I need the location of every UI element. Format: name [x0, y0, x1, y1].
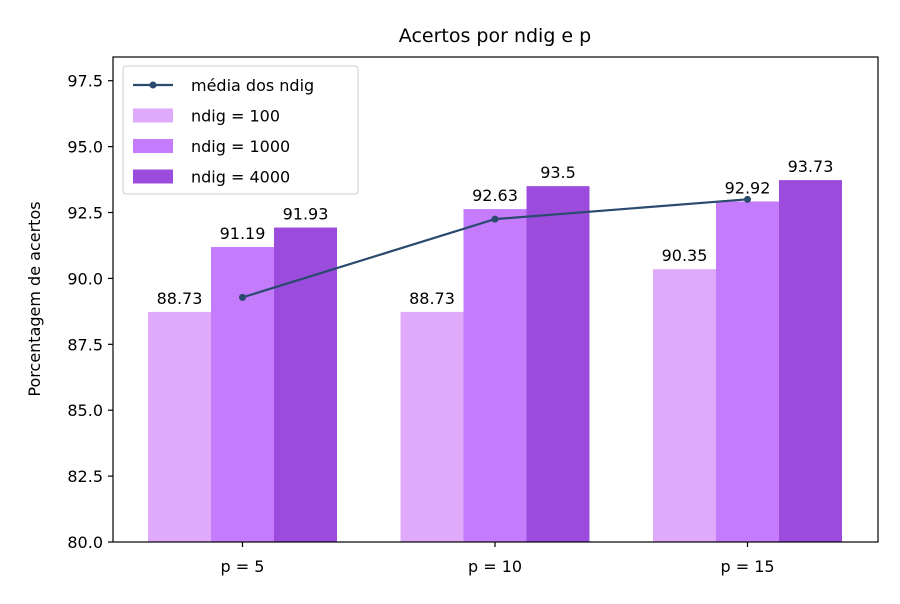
y-tick-label-7: 95.0 [67, 138, 103, 157]
legend-label-1: média dos ndig [191, 76, 314, 95]
bar-2-3 [716, 201, 779, 542]
legend-label-2: ndig = 100 [191, 107, 280, 126]
data-label-2-3: 92.92 [725, 178, 771, 197]
legend-box [122, 65, 359, 195]
bar-1-2 [400, 311, 464, 542]
legend-swatch-3 [133, 169, 173, 184]
data-label-3-1: 91.93 [283, 205, 329, 224]
y-tick-label-4: 87.5 [67, 335, 103, 354]
mean-point-3 [744, 195, 751, 203]
axes-layer: 80.0 82.5 85.0 87.5 90.0 92.5 95.0 97.5 p = 5 p =… [67, 56, 879, 576]
data-label-3-2: 93.5 [540, 163, 576, 182]
legend: média dos ndig ndig = 100 ndig = 1000 ndig … [122, 65, 359, 195]
data-label-2-1: 91.19 [220, 224, 266, 243]
x-tick-label-1: p = 5 [221, 557, 265, 576]
data-labels-layer: 88.73 88.73 90.35 91.19 92.63 92.92 91.93 93.5 9… [157, 157, 834, 308]
data-label-1-2: 88.73 [409, 289, 455, 308]
data-label-1-3: 90.35 [662, 246, 708, 265]
x-tick-label-2: p = 10 [468, 557, 522, 576]
mean-point-2 [491, 215, 499, 223]
legend-label-3: ndig = 1000 [191, 137, 290, 156]
bar-3-3 [779, 180, 842, 542]
bar-1-3 [653, 269, 716, 542]
x-tick-label-3: p = 15 [720, 557, 774, 576]
y-axis-title: Porcentagem de acertos [25, 201, 44, 396]
y-tick-label-5: 90.0 [67, 269, 103, 288]
legend-swatch-2 [133, 139, 173, 153]
legend-swatch-marker [149, 81, 157, 89]
y-tick-label-8: 97.5 [67, 72, 103, 91]
y-tick-label-3: 85.0 [67, 401, 103, 420]
legend-label-4: ndig = 4000 [191, 168, 290, 187]
y-tick-label-6: 92.5 [67, 204, 103, 223]
data-label-2-2: 92.63 [472, 186, 518, 205]
y-tick-label-1: 80.0 [67, 533, 103, 552]
mean-line-layer [239, 195, 751, 301]
bar-3-2 [526, 186, 590, 542]
data-label-1-1: 88.73 [157, 289, 203, 308]
bar-2-2 [463, 209, 527, 542]
data-label-3-3: 93.73 [788, 157, 834, 176]
chart-title: Acertos por ndig e p [399, 25, 591, 47]
bars-layer [148, 180, 842, 543]
mean-point-1 [239, 293, 246, 301]
bar-1-1 [148, 311, 211, 542]
legend-swatch-1 [133, 108, 173, 123]
bar-3-1 [274, 227, 337, 543]
y-tick-label-2: 82.5 [67, 467, 103, 486]
